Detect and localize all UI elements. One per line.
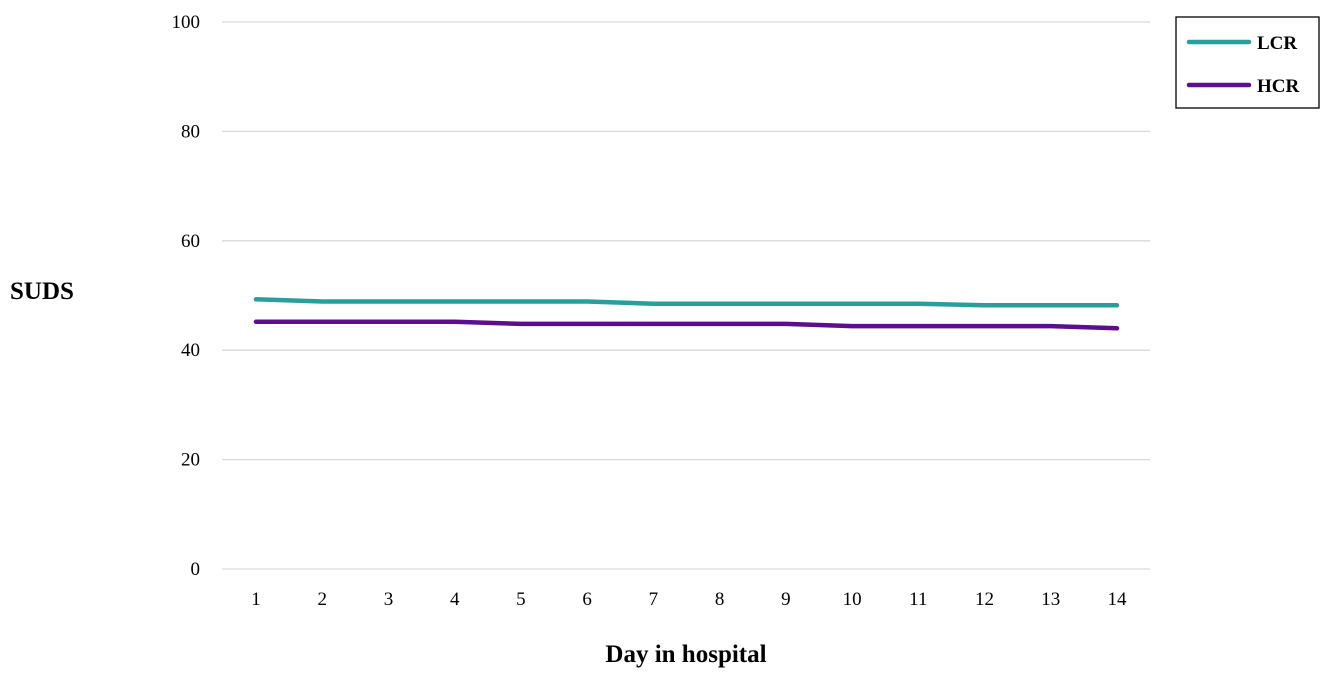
y-axis-title: SUDS: [10, 278, 74, 305]
x-tick-label: 6: [582, 589, 592, 610]
x-tick-label: 4: [450, 589, 460, 610]
x-tick-label: 7: [649, 589, 659, 610]
legend-label-hcr: HCR: [1257, 76, 1300, 97]
x-axis-ticks: 1 2 3 4 5 6 7 8 9 10 11 12 13 14: [251, 589, 1127, 610]
y-tick-label: 40: [181, 340, 200, 361]
x-tick-label: 8: [715, 589, 725, 610]
x-tick-label: 1: [251, 589, 261, 610]
legend: LCR HCR: [1176, 17, 1319, 108]
series-line-lcr: [256, 299, 1117, 305]
gridlines: [222, 22, 1150, 569]
x-tick-label: 3: [384, 589, 394, 610]
x-tick-label: 10: [843, 589, 862, 610]
x-tick-label: 12: [975, 589, 994, 610]
series-line-hcr: [256, 322, 1117, 329]
y-tick-label: 60: [181, 231, 200, 252]
y-tick-label: 80: [181, 121, 200, 142]
y-axis-ticks: 0 20 40 60 80 100: [172, 12, 201, 580]
y-tick-label: 100: [172, 12, 201, 33]
x-tick-label: 9: [781, 589, 791, 610]
legend-label-lcr: LCR: [1257, 33, 1297, 54]
y-tick-label: 20: [181, 450, 200, 471]
x-tick-label: 11: [909, 589, 927, 610]
series-lines: [256, 299, 1117, 328]
x-tick-label: 14: [1108, 589, 1128, 610]
x-tick-label: 2: [317, 589, 327, 610]
x-axis-title: Day in hospital: [605, 641, 766, 668]
y-tick-label: 0: [191, 559, 201, 580]
x-tick-label: 5: [516, 589, 526, 610]
x-tick-label: 13: [1041, 589, 1060, 610]
